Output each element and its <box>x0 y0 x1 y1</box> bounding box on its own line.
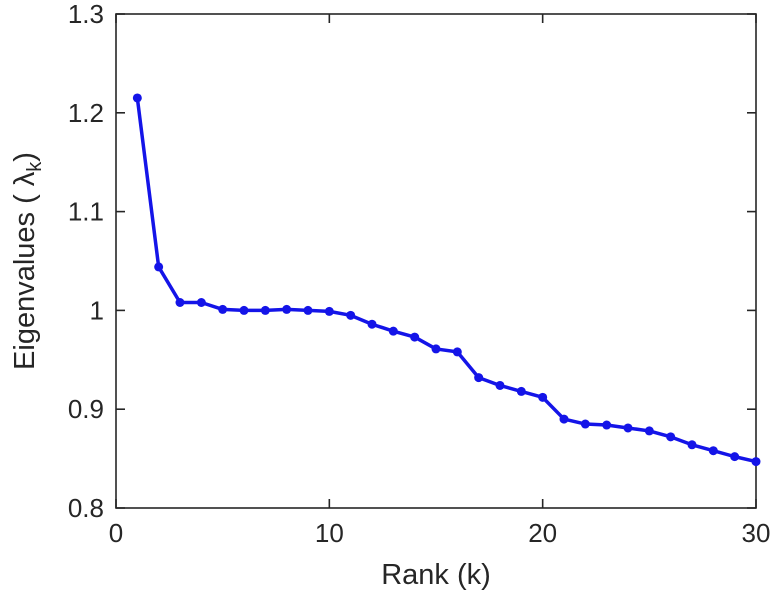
y-tick-label: 1.2 <box>68 98 104 128</box>
data-marker <box>495 380 505 390</box>
y-tick-label: 0.8 <box>68 493 104 523</box>
data-marker <box>666 432 676 442</box>
y-tick-label: 0.9 <box>68 394 104 424</box>
data-marker <box>730 452 740 462</box>
data-marker <box>282 304 292 314</box>
axes-box <box>115 13 757 509</box>
x-tick-label: 30 <box>742 518 771 548</box>
data-marker <box>580 419 590 429</box>
x-tick-label: 20 <box>528 518 557 548</box>
data-marker <box>239 305 249 315</box>
data-marker <box>175 297 185 307</box>
y-tick-label: 1.1 <box>68 197 104 227</box>
data-marker <box>388 326 398 336</box>
y-tick-label: 1 <box>90 295 104 325</box>
data-marker <box>644 426 654 436</box>
x-axis-label: Rank (k) <box>381 559 491 591</box>
data-marker <box>260 305 270 315</box>
data-marker <box>538 392 548 402</box>
data-marker <box>303 305 313 315</box>
data-marker <box>367 319 377 329</box>
data-marker <box>708 446 718 456</box>
data-marker <box>431 344 441 354</box>
x-tick-label: 0 <box>109 518 123 548</box>
data-marker <box>474 373 484 383</box>
data-line <box>135 96 758 464</box>
data-marker <box>218 304 228 314</box>
y-tick-label: 1.3 <box>68 0 104 29</box>
data-marker <box>751 457 761 467</box>
data-marker <box>132 93 142 103</box>
data-marker <box>410 332 420 342</box>
data-marker <box>452 347 462 357</box>
data-marker <box>602 420 612 430</box>
data-marker <box>687 440 697 450</box>
data-marker <box>346 310 356 320</box>
data-marker <box>559 414 569 424</box>
data-marker <box>324 306 334 316</box>
data-marker <box>196 297 206 307</box>
x-tick-label: 10 <box>315 518 344 548</box>
data-marker <box>516 386 526 396</box>
data-marker <box>623 423 633 433</box>
y-axis-label: Eigenvalues ( λk) <box>9 152 46 370</box>
data-marker <box>154 262 164 272</box>
